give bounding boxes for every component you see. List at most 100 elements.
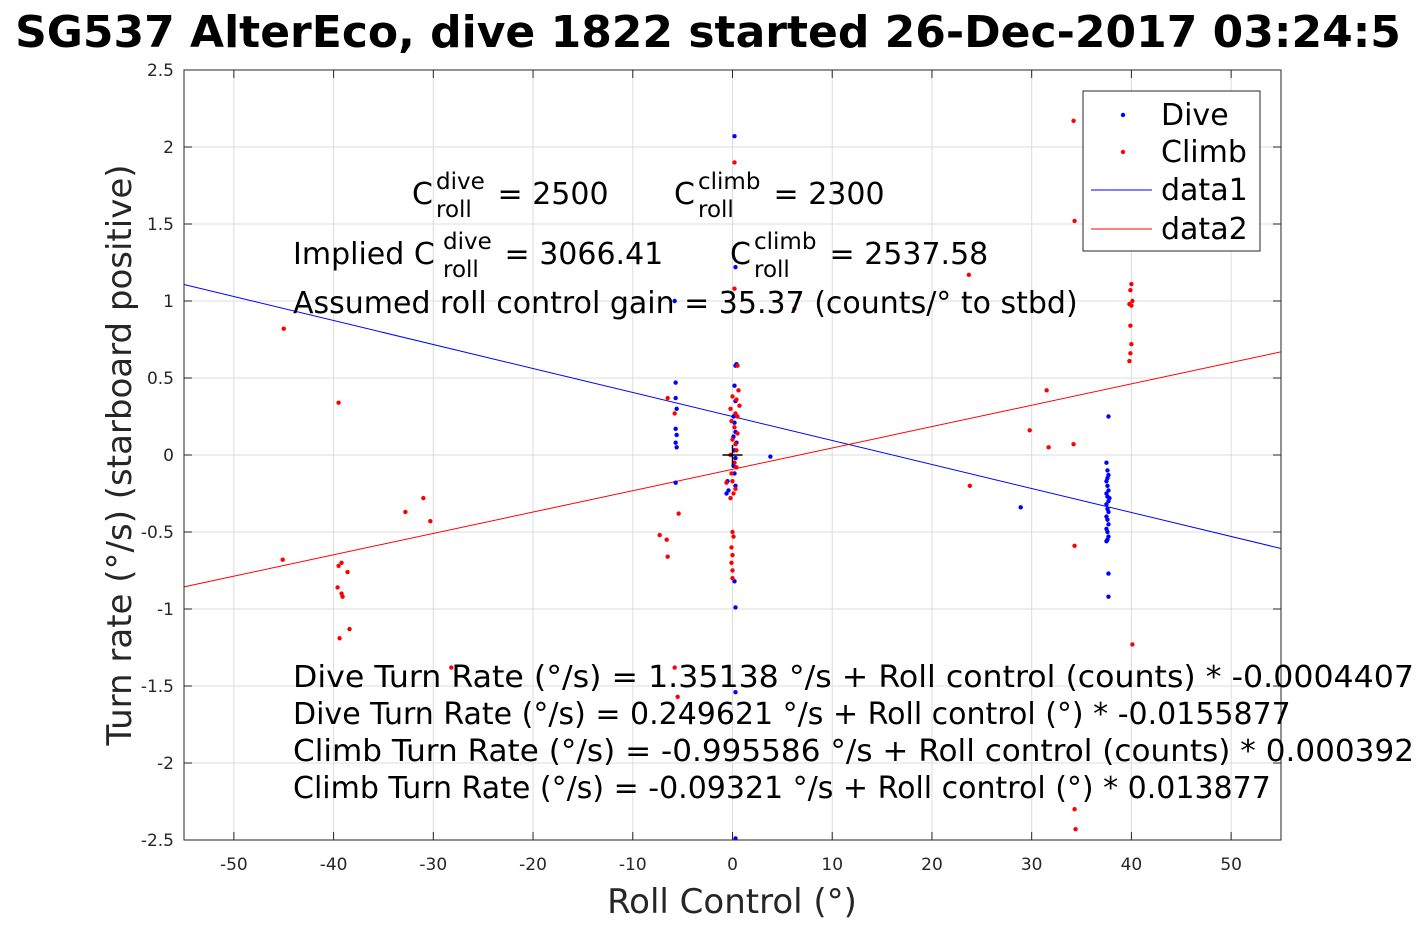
dive-point <box>733 689 738 695</box>
climb-point <box>345 569 350 575</box>
climb-point <box>1130 642 1135 647</box>
x-tick-labels: -50 -40 -30 -20 -10 0 10 20 30 40 50 <box>220 855 1242 875</box>
x-tick-label: 40 <box>1121 855 1143 875</box>
climb-point <box>1127 358 1132 364</box>
climb-point <box>1072 807 1077 812</box>
x-tick-label: -50 <box>220 855 248 875</box>
climb-point <box>421 495 426 501</box>
climb-point <box>730 568 735 573</box>
climb-point <box>1073 827 1078 832</box>
c-climb-annotation: C climb roll = 2300 <box>674 169 885 223</box>
climb-point <box>672 665 677 670</box>
annotations: C dive roll = 2500 C climb roll = 2300 I… <box>293 169 1414 806</box>
dive-point <box>672 298 677 304</box>
climb-point <box>730 576 735 581</box>
x-tick-label: 20 <box>921 855 943 875</box>
dive-point <box>1104 460 1109 465</box>
climb-point <box>732 460 737 465</box>
y-tick-label: -2.5 <box>141 831 174 851</box>
climb-point <box>967 483 973 488</box>
dive-point <box>1106 414 1111 419</box>
x-tick-label: -10 <box>619 855 647 875</box>
climb-point <box>735 414 740 419</box>
dive-point <box>732 383 737 388</box>
dive-point <box>1105 475 1110 481</box>
climb-point <box>966 272 972 278</box>
c-dive-sup: dive <box>436 169 485 195</box>
x-tick-label: 0 <box>727 855 738 875</box>
climb-point <box>335 585 340 590</box>
climb-point <box>733 442 738 447</box>
climb-point <box>735 431 740 436</box>
climb-point <box>676 511 681 516</box>
implied-dive-value: = 3066.41 <box>495 237 663 272</box>
climb-point <box>734 465 739 470</box>
legend-box <box>1082 90 1261 252</box>
climb-point <box>1129 303 1134 308</box>
climb-point <box>403 509 408 515</box>
c-climb-sup: climb <box>698 169 760 195</box>
dive-point <box>733 483 738 488</box>
dive-point <box>1106 571 1111 576</box>
dive-point <box>733 605 738 610</box>
climb-point <box>1128 351 1133 356</box>
climb-point <box>1128 323 1133 328</box>
climb-point <box>1130 298 1135 304</box>
climb-point <box>280 557 285 562</box>
y-tick-label: 0.5 <box>147 369 174 389</box>
implied-climb-annotation: C climb roll = 2537.58 <box>730 229 988 283</box>
climb-point <box>724 480 729 485</box>
y-tick-label: -1 <box>157 600 174 620</box>
x-tick-label: -20 <box>519 855 547 875</box>
climb-point <box>281 326 286 331</box>
legend-dive-label: Dive <box>1161 98 1229 133</box>
implied-dive-sub: roll <box>443 257 479 283</box>
x-tick-label: -40 <box>320 855 348 875</box>
implied-climb-base: C <box>730 237 751 272</box>
climb-point <box>1072 543 1077 549</box>
y-tick-label: 1 <box>163 292 174 312</box>
climb-point <box>664 537 669 542</box>
equation-climb-counts: Climb Turn Rate (°/s) = -0.995586 °/s + … <box>293 734 1414 769</box>
equation-dive-degrees: Dive Turn Rate (°/s) = 0.249621 °/s + Ro… <box>293 697 1291 732</box>
climb-point <box>1072 218 1077 224</box>
climb-point <box>734 448 739 453</box>
dive-point <box>733 264 738 270</box>
legend: Dive Climb data1 data2 <box>1082 90 1261 252</box>
climb-point <box>336 400 341 405</box>
climb-point <box>1046 445 1051 450</box>
implied-climb-value: = 2537.58 <box>820 237 988 272</box>
x-tick-label: 50 <box>1220 855 1242 875</box>
dive-point <box>1106 594 1111 599</box>
dive-point <box>673 440 678 445</box>
climb-point <box>729 545 734 550</box>
climb-point <box>729 418 734 424</box>
dive-point <box>768 454 773 459</box>
climb-point <box>735 363 740 368</box>
climb-point <box>665 395 670 401</box>
equation-climb-degrees: Climb Turn Rate (°/s) = -0.09321 °/s + R… <box>293 771 1271 806</box>
dive-point <box>732 134 737 139</box>
chart-marks <box>183 118 1282 841</box>
climb-point <box>1071 442 1076 447</box>
climb-point <box>731 534 736 539</box>
dive-point <box>1105 483 1110 488</box>
c-dive-value: = 2500 <box>488 177 609 212</box>
climb-point <box>730 394 735 399</box>
implied-dive-sup: dive <box>443 229 492 255</box>
dive-point <box>673 426 678 432</box>
dive-point <box>1106 509 1111 515</box>
y-tick-label: -2 <box>157 754 174 774</box>
climb-point <box>737 403 742 408</box>
y-tick-label: -1.5 <box>141 677 174 697</box>
dive-point <box>673 380 678 385</box>
y-axis-label: Turn rate (°/s) (starboard positive) <box>100 164 140 746</box>
x-tick-label: -30 <box>419 855 447 875</box>
climb-point <box>728 495 733 501</box>
y-tick-label: 1.5 <box>147 215 174 235</box>
dive-point <box>726 488 731 493</box>
c-dive-annotation: C dive roll = 2500 <box>412 169 609 223</box>
climb-point <box>1027 428 1032 433</box>
climb-point <box>733 486 738 492</box>
climb-point <box>336 563 341 569</box>
